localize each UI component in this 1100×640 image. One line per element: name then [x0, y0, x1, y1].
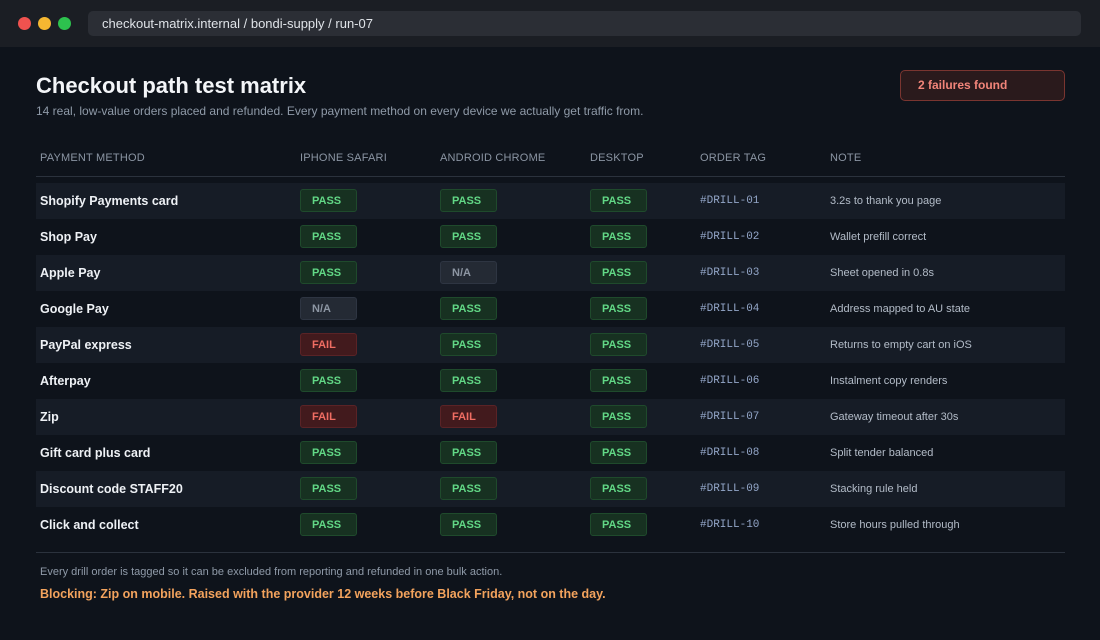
order-tag: #DRILL-07 — [700, 411, 760, 423]
status-badge-desktop: PASS — [590, 477, 647, 500]
status-badge-android: PASS — [440, 297, 497, 320]
column-header-payment-method: PAYMENT METHOD — [40, 152, 145, 164]
table-row: Shop Pay PASS PASS PASS #DRILL-02 Wallet pref… — [36, 219, 1065, 255]
status-badge-ios: FAIL — [300, 333, 357, 356]
status-badge-ios: PASS — [300, 369, 357, 392]
payment-method-name: Shopify Payments card — [40, 194, 179, 208]
status-badge-ios: PASS — [300, 477, 357, 500]
status-badge-android: N/A — [440, 261, 497, 284]
payment-method-name: Shop Pay — [40, 230, 97, 244]
order-tag: #DRILL-02 — [700, 231, 760, 243]
order-tag: #DRILL-08 — [700, 447, 760, 459]
status-badge-ios: PASS — [300, 441, 357, 464]
table-row: Discount code STAFF20 PASS PASS PASS #DRILL-… — [36, 471, 1065, 507]
payment-method-name: Zip — [40, 410, 59, 424]
row-note: Stacking rule held — [830, 483, 918, 495]
status-badge-ios: PASS — [300, 261, 357, 284]
order-tag: #DRILL-09 — [700, 483, 760, 495]
status-badge-android: PASS — [440, 441, 497, 464]
payment-method-name: Gift card plus card — [40, 446, 151, 460]
order-tag: #DRILL-04 — [700, 303, 760, 315]
status-badge-ios: PASS — [300, 513, 357, 536]
order-tag: #DRILL-06 — [700, 375, 760, 387]
minimize-window-icon[interactable] — [38, 17, 51, 30]
status-badge-android: PASS — [440, 513, 497, 536]
payment-method-name: Google Pay — [40, 302, 109, 316]
table-row: Zip FAIL FAIL PASS #DRILL-07 Gateway timeout … — [36, 399, 1065, 435]
order-tag: #DRILL-03 — [700, 267, 760, 279]
status-badge-desktop: PASS — [590, 405, 647, 428]
order-tag: #DRILL-10 — [700, 519, 760, 531]
page-title: Checkout path test matrix — [36, 73, 307, 98]
order-tag: #DRILL-05 — [700, 339, 760, 351]
row-note: 3.2s to thank you page — [830, 195, 942, 207]
table-row: Click and collect PASS PASS PASS #DRILL-10 St… — [36, 507, 1065, 543]
table-row: PayPal express FAIL PASS PASS #DRILL-05 Retur… — [36, 327, 1065, 363]
payment-method-name: Click and collect — [40, 518, 139, 532]
status-badge-android: PASS — [440, 369, 497, 392]
status-badge-desktop: PASS — [590, 261, 647, 284]
row-note: Store hours pulled through — [830, 519, 960, 531]
table-row: Google Pay N/A PASS PASS #DRILL-04 Address ma… — [36, 291, 1065, 327]
blocking-note: Blocking: Zip on mobile. Raised with the… — [40, 587, 606, 601]
footer-note: Every drill order is tagged so it can be… — [40, 566, 503, 578]
column-header-desktop: DESKTOP — [590, 152, 644, 164]
column-header-order-tag: ORDER TAG — [700, 152, 767, 164]
status-badge-android: FAIL — [440, 405, 497, 428]
status-badge-ios: N/A — [300, 297, 357, 320]
status-badge-desktop: PASS — [590, 225, 647, 248]
footer-divider — [36, 552, 1065, 553]
status-badge-desktop: PASS — [590, 513, 647, 536]
table-row: Shopify Payments card PASS PASS PASS #DRILL-… — [36, 183, 1065, 219]
status-badge-android: PASS — [440, 225, 497, 248]
page-subtitle: 14 real, low-value orders placed and ref… — [36, 104, 644, 118]
address-bar[interactable]: checkout-matrix.internal / bondi-supply … — [88, 11, 1081, 36]
maximize-window-icon[interactable] — [58, 17, 71, 30]
status-badge-ios: PASS — [300, 225, 357, 248]
table-row: Apple Pay PASS N/A PASS #DRILL-03 Sheet opene… — [36, 255, 1065, 291]
table-body: Shopify Payments card PASS PASS PASS #DRILL-… — [36, 183, 1065, 543]
row-note: Split tender balanced — [830, 447, 934, 459]
status-badge-desktop: PASS — [590, 441, 647, 464]
status-badge-android: PASS — [440, 189, 497, 212]
status-badge-desktop: PASS — [590, 297, 647, 320]
status-badge-desktop: PASS — [590, 369, 647, 392]
table-row: Afterpay PASS PASS PASS #DRILL-06 Instalment … — [36, 363, 1065, 399]
row-note: Gateway timeout after 30s — [830, 411, 959, 423]
table-header: PAYMENT METHOD IPHONE SAFARI ANDROID CHR… — [36, 144, 1065, 177]
table-row: Gift card plus card PASS PASS PASS #DRILL-08… — [36, 435, 1065, 471]
row-note: Returns to empty cart on iOS — [830, 339, 972, 351]
payment-method-name: Discount code STAFF20 — [40, 482, 183, 496]
status-badge-desktop: PASS — [590, 189, 647, 212]
browser-chrome: checkout-matrix.internal / bondi-supply … — [0, 0, 1100, 47]
status-badge-ios: FAIL — [300, 405, 357, 428]
column-header-iphone-safari: IPHONE SAFARI — [300, 152, 387, 164]
payment-method-name: Apple Pay — [40, 266, 101, 280]
order-tag: #DRILL-01 — [700, 195, 760, 207]
failures-badge: 2 failures found — [900, 70, 1065, 101]
status-badge-ios: PASS — [300, 189, 357, 212]
close-window-icon[interactable] — [18, 17, 31, 30]
status-badge-android: PASS — [440, 333, 497, 356]
row-note: Wallet prefill correct — [830, 231, 927, 243]
test-matrix-table: PAYMENT METHOD IPHONE SAFARI ANDROID CHR… — [36, 144, 1065, 543]
status-badge-android: PASS — [440, 477, 497, 500]
column-header-android-chrome: ANDROID CHROME — [440, 152, 546, 164]
row-note: Instalment copy renders — [830, 375, 948, 387]
row-note: Address mapped to AU state — [830, 303, 971, 315]
payment-method-name: PayPal express — [40, 338, 132, 352]
row-note: Sheet opened in 0.8s — [830, 267, 934, 279]
column-header-note: NOTE — [830, 152, 862, 164]
status-badge-desktop: PASS — [590, 333, 647, 356]
payment-method-name: Afterpay — [40, 374, 91, 388]
